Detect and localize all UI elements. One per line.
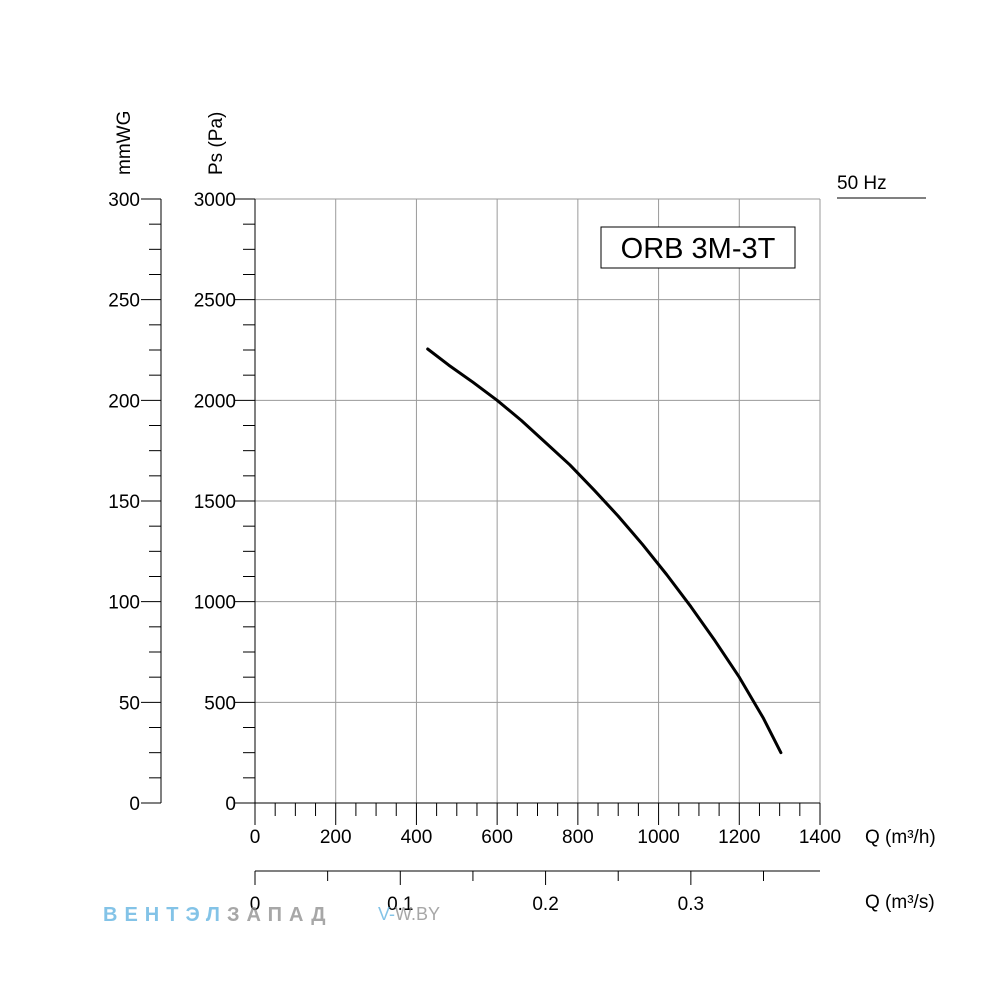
y2-tick-label: 50 bbox=[119, 693, 140, 714]
y2-tick-label: 250 bbox=[108, 291, 140, 312]
model-label-box bbox=[600, 226, 796, 269]
watermark-site-part1: V- bbox=[378, 904, 395, 924]
watermark-site: V-W.BY bbox=[378, 904, 440, 924]
y-tick-label: 500 bbox=[204, 693, 236, 714]
x-tick-label: 1000 bbox=[637, 827, 679, 848]
y2-axis-title-mmwg: mmWG bbox=[114, 111, 135, 175]
performance-curve-group bbox=[426, 347, 783, 755]
x2-tick-label: 0.1 bbox=[387, 894, 413, 915]
y-tick-label: 0 bbox=[225, 794, 236, 815]
x2-tick-label: 0.2 bbox=[532, 894, 558, 915]
y2-tick-label: 150 bbox=[108, 492, 140, 513]
performance-curve bbox=[426, 347, 783, 755]
x2-axis-title-flow-m3s: Q (m³/s) bbox=[865, 892, 935, 913]
y2-tick-label: 100 bbox=[108, 593, 140, 614]
watermark-brand: ВЕНТЭЛЗАПАД bbox=[103, 904, 332, 926]
x-tick-label: 1200 bbox=[718, 827, 760, 848]
y2-tick-label: 0 bbox=[129, 794, 140, 815]
y-tick-label: 3000 bbox=[194, 190, 236, 211]
grid-lines bbox=[255, 198, 821, 803]
watermark-brand-part1: ВЕНТЭЛ bbox=[103, 904, 227, 926]
x2-tick-label: 0 bbox=[250, 894, 261, 915]
y-tick-label: 2000 bbox=[194, 391, 236, 412]
x-tick-label: 600 bbox=[481, 827, 513, 848]
watermark: ВЕНТЭЛЗАПАД V-W.BY bbox=[103, 904, 440, 926]
watermark-brand-part2: ЗАПАД bbox=[227, 904, 333, 926]
y2-tick-label: 200 bbox=[108, 391, 140, 412]
x-tick-label: 200 bbox=[320, 827, 352, 848]
x2-tick-label: 0.3 bbox=[678, 894, 704, 915]
y-axis-title-pressure: Ps (Pa) bbox=[206, 112, 227, 175]
y2-tick-label: 300 bbox=[108, 190, 140, 211]
watermark-site-part2: W.BY bbox=[395, 904, 440, 924]
model-label: ORB 3M-3T bbox=[621, 233, 776, 265]
x-tick-label: 0 bbox=[250, 827, 261, 848]
x-tick-label: 400 bbox=[401, 827, 433, 848]
y-tick-label: 2500 bbox=[194, 291, 236, 312]
x-tick-label: 1400 bbox=[799, 827, 841, 848]
x-tick-label: 800 bbox=[562, 827, 594, 848]
y-tick-label: 1000 bbox=[194, 593, 236, 614]
y-tick-label: 1500 bbox=[194, 492, 236, 513]
frequency-label: 50 Hz bbox=[837, 173, 887, 194]
x-axis-title-flow-m3h: Q (m³/h) bbox=[865, 827, 936, 848]
tick-marks bbox=[141, 198, 821, 885]
tick-labels: 0500100015002000250030000501001502002503… bbox=[108, 190, 841, 915]
